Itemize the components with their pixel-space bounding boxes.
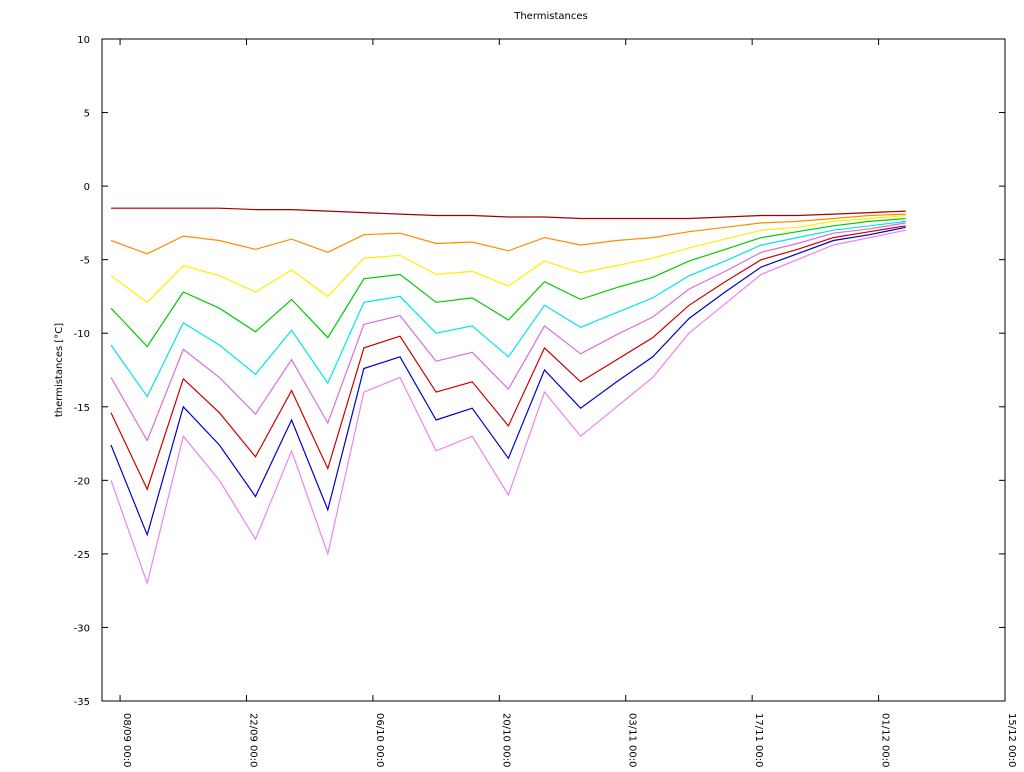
y-tick-label: 10 bbox=[77, 35, 90, 46]
chart-title: Thermistances bbox=[513, 11, 588, 22]
series-line bbox=[111, 230, 906, 583]
y-tick-label: 0 bbox=[84, 182, 90, 193]
plot-frame bbox=[102, 39, 1005, 701]
x-tick-label: 22/09 00:00 bbox=[247, 713, 258, 768]
y-tick-label: -15 bbox=[74, 403, 90, 414]
x-tick-label: 01/12 00:00 bbox=[880, 713, 891, 768]
y-tick-label: -20 bbox=[74, 476, 90, 487]
x-tick-label: 03/11 00:00 bbox=[627, 713, 638, 768]
x-tick-label: 06/10 00:00 bbox=[374, 713, 385, 768]
y-tick-label: -30 bbox=[74, 623, 90, 634]
x-tick-label: 17/11 00:00 bbox=[753, 713, 764, 768]
y-tick-label: -35 bbox=[74, 697, 90, 708]
series-line bbox=[111, 216, 906, 303]
series-line bbox=[111, 221, 906, 396]
series-line bbox=[111, 208, 906, 218]
x-tick-label: 20/10 00:00 bbox=[500, 713, 511, 768]
y-tick-label: 5 bbox=[84, 109, 90, 120]
series-line bbox=[111, 219, 906, 347]
y-axis-label: thermistances [°C] bbox=[54, 323, 65, 417]
y-tick-label: -10 bbox=[74, 329, 90, 340]
y-tick-label: -25 bbox=[74, 550, 90, 561]
series-line bbox=[111, 223, 906, 441]
y-tick-label: -5 bbox=[80, 256, 90, 267]
x-tick-label: 15/12 00:00 bbox=[1006, 713, 1017, 768]
series-line bbox=[111, 227, 906, 535]
x-tick-label: 08/09 00:00 bbox=[121, 713, 132, 768]
